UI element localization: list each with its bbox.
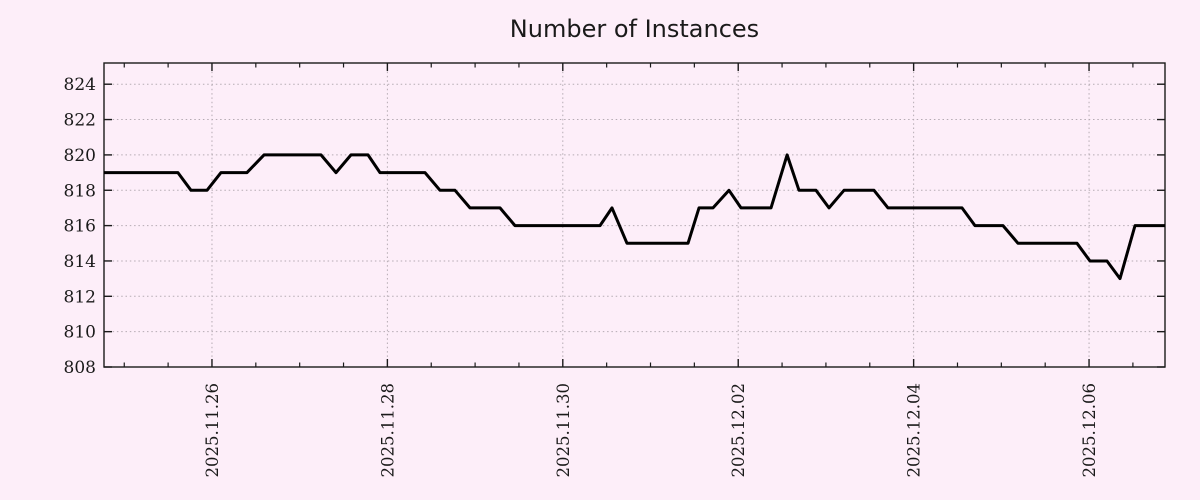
x-tick-label: 2025.11.30 [554, 383, 573, 477]
y-tick-label: 812 [64, 287, 96, 307]
y-tick-label: 822 [64, 111, 96, 131]
y-tick-label: 810 [64, 323, 96, 343]
y-tick-label: 808 [64, 358, 96, 378]
x-tick-label: 2025.11.28 [378, 383, 397, 477]
y-tick-label: 816 [64, 217, 96, 237]
chart-title: Number of Instances [509, 15, 760, 43]
x-tick-label: 2025.11.26 [203, 383, 222, 477]
x-tick-label: 2025.12.02 [729, 383, 748, 477]
y-tick-label: 824 [64, 75, 96, 95]
y-tick-label: 820 [64, 146, 96, 166]
x-tick-label: 2025.12.04 [905, 383, 924, 477]
x-tick-label: 2025.12.06 [1080, 383, 1099, 477]
y-tick-label: 814 [64, 252, 96, 272]
y-tick-label: 818 [64, 181, 96, 201]
data-line [104, 153, 1165, 281]
plot-border [103, 62, 1166, 368]
